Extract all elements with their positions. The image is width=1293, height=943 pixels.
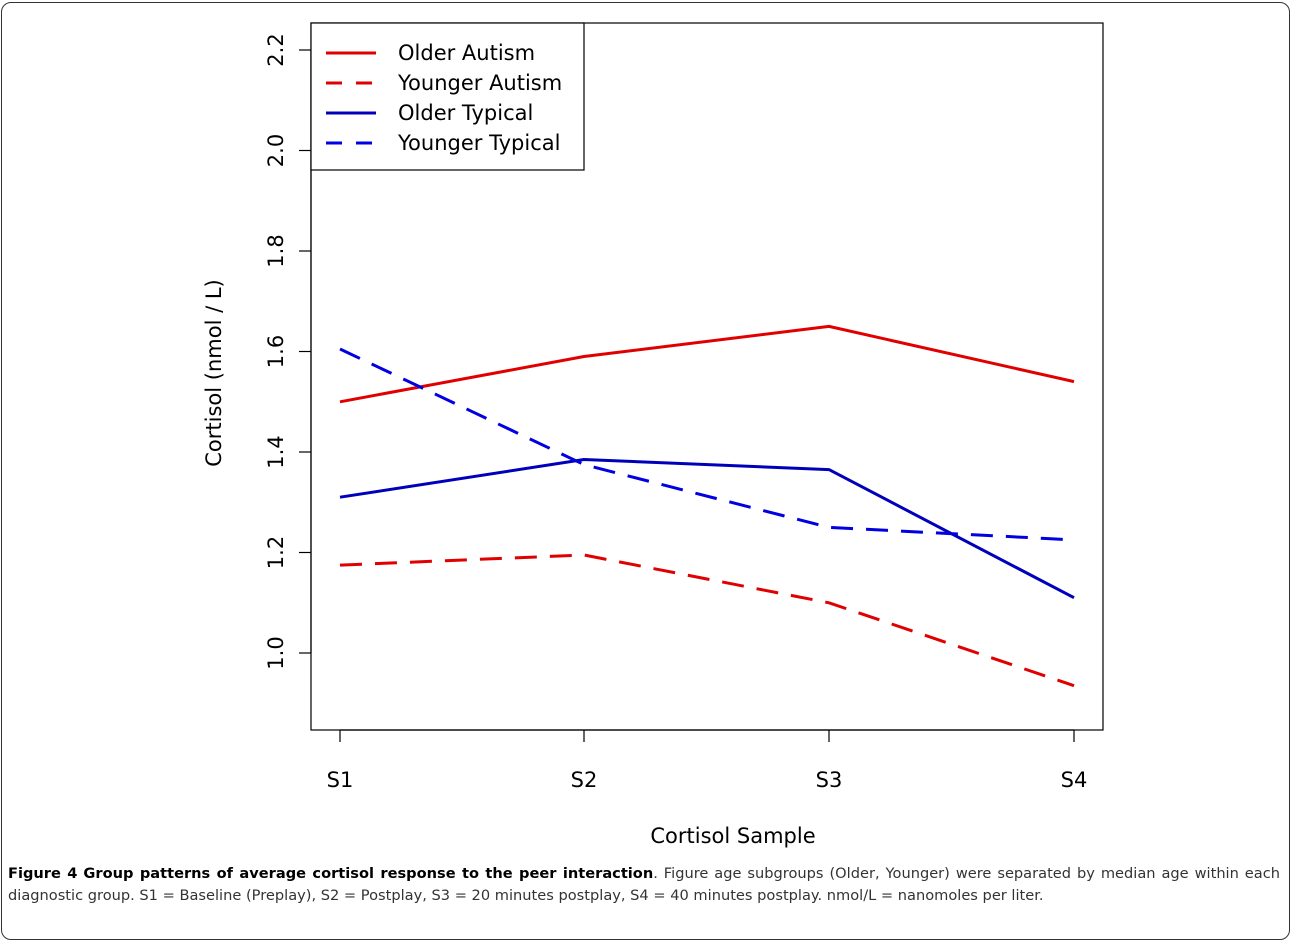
figure-caption: Figure 4 Group patterns of average corti… [8,863,1280,907]
x-tick-label-s3: S3 [816,768,843,792]
figure-description: . Figure age subgroups (Older, Younger) … [8,865,1281,904]
legend-label-younger-typical: Younger Typical [397,131,560,155]
x-axis-title: Cortisol Sample [650,824,815,848]
y-tick-label: 1.0 [264,636,288,669]
y-tick-label: 1.4 [264,435,288,468]
series-line-younger-typical [339,347,1075,542]
x-axis: S1 S2 S3 S4 [327,729,1088,792]
x-tick-label-s4: S4 [1061,768,1088,792]
y-tick-label: 1.6 [264,335,288,368]
series-line-younger-autism [339,553,1075,688]
series-layer [339,324,1075,688]
x-tick-label-s2: S2 [571,768,598,792]
x-tick-label-s1: S1 [327,768,354,792]
legend-label-younger-autism: Younger Autism [397,71,562,95]
series-line-older-typical [339,458,1075,600]
y-axis: 1.0 1.2 1.4 1.6 1.8 2.0 2.2 [264,33,312,670]
figure-title: Group patterns of average cortisol respo… [83,865,654,882]
y-tick-label: 2.0 [264,134,288,167]
legend-label-older-typical: Older Typical [398,101,533,125]
legend: Older Autism Younger Autism Older Typical Y… [310,22,585,171]
legend-box [310,22,585,171]
y-tick-label: 2.2 [264,33,288,66]
line-chart: S1 S2 S3 S4 1.0 1.2 1.4 1.6 1.8 2.0 2.2 Cortisol … [202,22,1104,848]
series-line-older-autism [339,324,1075,404]
y-axis-title: Cortisol (nmol / L) [202,279,226,466]
figure-label: Figure 4 [8,865,78,882]
legend-label-older-autism: Older Autism [398,41,535,65]
y-tick-label: 1.8 [264,234,288,267]
y-tick-label: 1.2 [264,536,288,569]
